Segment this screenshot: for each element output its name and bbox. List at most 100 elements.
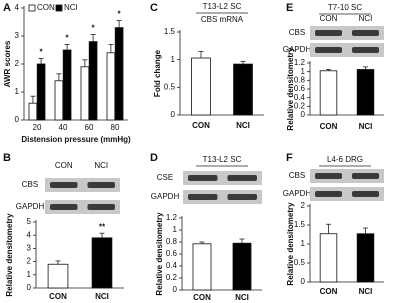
annotation: * xyxy=(118,10,122,19)
annotation: * xyxy=(66,34,70,43)
y-tick-label: 1.5 xyxy=(164,27,176,36)
x-tick-label: CON xyxy=(320,287,338,296)
y-tick-label: 2 xyxy=(27,257,32,266)
panel-title: L4-6 DRG xyxy=(327,155,363,164)
y-tick-label: 1 xyxy=(171,55,176,64)
lane-label: NCI xyxy=(94,161,108,170)
bar xyxy=(114,27,124,121)
blot-band xyxy=(315,47,342,53)
y-axis-label: Relative densitometry xyxy=(5,213,14,297)
legend-swatch xyxy=(55,4,63,12)
x-tick-label: NCI xyxy=(95,292,109,301)
y-tick-label: 1 xyxy=(301,67,306,76)
bar xyxy=(356,233,375,283)
x-tick-label: NCI xyxy=(359,287,373,296)
y-tick-label: 0.4 xyxy=(294,93,306,102)
y-tick-label: 2 xyxy=(15,59,20,68)
y-axis-label: Relative densitometry xyxy=(286,202,295,286)
x-tick-label: CON xyxy=(49,292,67,301)
y-tick-label: 0.6 xyxy=(294,84,306,93)
blot-band xyxy=(87,204,115,210)
y-tick-label: 0.2 xyxy=(294,101,306,110)
legend-label: CON xyxy=(37,3,55,12)
y-tick-label: 5 xyxy=(27,217,32,226)
panel-letter: C xyxy=(150,2,158,14)
bar xyxy=(91,237,113,289)
bar xyxy=(54,80,64,121)
panel-letter: A xyxy=(3,2,11,14)
y-tick-label: 0 xyxy=(301,110,306,119)
y-tick-label: 0 xyxy=(301,277,306,286)
blot-row-label: CBS xyxy=(289,28,305,37)
y-tick-label: 4 xyxy=(27,230,32,239)
panel-title: T13-L2 SC xyxy=(203,2,242,11)
blot-band xyxy=(315,191,342,197)
blot-row-label: GAPDH xyxy=(283,45,312,54)
bar xyxy=(356,69,375,116)
blot-band xyxy=(50,204,78,210)
blot-strip xyxy=(45,200,120,214)
blot-band xyxy=(227,175,257,181)
bar xyxy=(47,263,69,289)
y-tick-label: 0.2 xyxy=(166,273,178,282)
panel-subtitle: CBS mRNA xyxy=(201,15,244,24)
blot-strip xyxy=(310,43,384,57)
bar xyxy=(80,66,90,121)
bar xyxy=(319,233,338,283)
x-tick-label: 40 xyxy=(59,123,68,132)
y-axis-label: Relative densitometry xyxy=(155,212,164,296)
x-axis-label: Distension pressure (mmHg) xyxy=(21,135,131,144)
x-tick-label: 60 xyxy=(85,123,94,132)
x-tick-label: NCI xyxy=(236,121,250,130)
y-tick-label: 1 xyxy=(173,225,178,234)
panel-letter: B xyxy=(3,152,11,164)
bar xyxy=(319,70,338,116)
lane-label: NCI xyxy=(359,14,373,23)
y-tick-label: 0.8 xyxy=(166,237,178,246)
y-axis-label: AWR scores xyxy=(3,40,12,87)
blot-band xyxy=(227,194,257,200)
legend-swatch xyxy=(28,4,36,12)
bar xyxy=(36,63,46,121)
bar xyxy=(106,52,116,121)
y-tick-label: 1 xyxy=(27,270,32,279)
panel-title: T7-10 SC xyxy=(328,3,362,12)
blot-band xyxy=(315,173,342,179)
y-tick-label: 0 xyxy=(173,285,178,294)
blot-row-label: CSE xyxy=(157,173,173,182)
blot-row-label: GAPDH xyxy=(16,202,45,211)
bar xyxy=(233,63,253,116)
blot-band xyxy=(315,30,342,36)
y-tick-label: 4 xyxy=(15,3,20,12)
y-tick-label: 1.5 xyxy=(294,220,306,229)
y-tick-label: 0 xyxy=(15,115,20,124)
x-tick-label: CON xyxy=(192,121,210,130)
blot-strip xyxy=(310,169,384,183)
blot-strip xyxy=(45,178,120,192)
x-tick-label: 20 xyxy=(33,123,42,132)
y-tick-label: 0.8 xyxy=(294,75,306,84)
y-axis-label: Relative densitometry xyxy=(286,47,295,131)
panel-letter: F xyxy=(286,152,293,164)
y-tick-label: 1 xyxy=(301,239,306,248)
blot-band xyxy=(352,47,379,53)
y-tick-label: 0 xyxy=(171,110,176,119)
annotation: ** xyxy=(99,222,106,231)
y-tick-label: 0.5 xyxy=(164,82,176,91)
x-tick-label: CON xyxy=(193,293,211,302)
legend-label: NCI xyxy=(64,3,78,12)
x-tick-label: CON xyxy=(320,122,338,131)
y-tick-label: 1 xyxy=(15,87,20,96)
bar xyxy=(232,242,252,291)
blot-row-label: GAPDH xyxy=(283,189,312,198)
blot-band xyxy=(352,191,379,197)
blot-row-label: GAPDH xyxy=(151,192,180,201)
blot-row-label: CBS xyxy=(22,180,38,189)
bar xyxy=(192,243,212,291)
y-tick-label: 3 xyxy=(27,244,32,253)
bar xyxy=(88,41,98,121)
blot-strip xyxy=(183,171,262,185)
x-tick-label: NCI xyxy=(359,122,373,131)
y-tick-label: 0.4 xyxy=(166,261,178,270)
y-tick-label: 0.5 xyxy=(294,258,306,267)
